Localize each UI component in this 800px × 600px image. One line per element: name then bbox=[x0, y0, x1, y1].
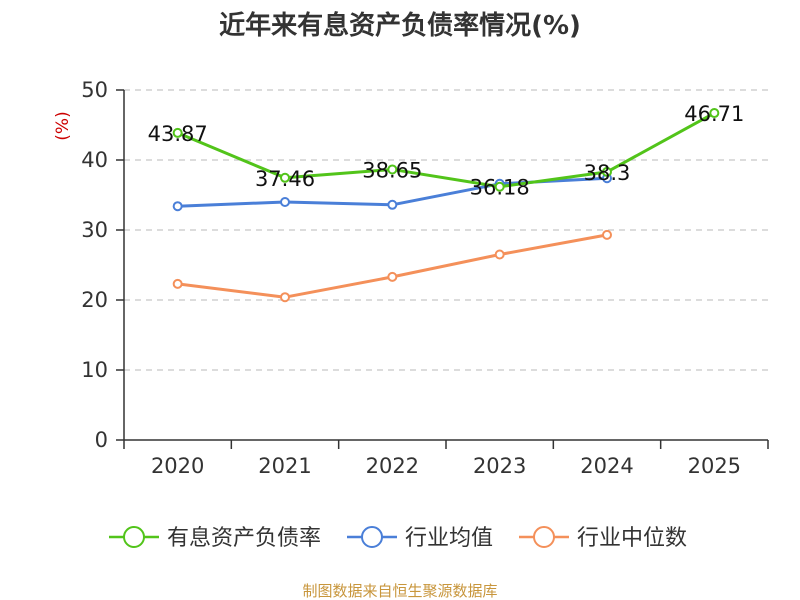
legend: 有息资产负债率 行业均值 行业中位数 bbox=[109, 526, 687, 551]
series-line bbox=[176, 233, 609, 299]
axes: 0 10 20 30 40 50 2020 2021 2022 2023 2024 2025 bbox=[81, 78, 769, 478]
legend-label: 有息资产负债率 bbox=[167, 526, 321, 551]
data-label: 36.18 bbox=[470, 176, 530, 200]
data-label: 46.71 bbox=[684, 102, 744, 126]
x-tick-label: 2025 bbox=[688, 454, 741, 478]
data-labels: 43.87 37.46 38.65 36.18 38.3 46.71 bbox=[148, 102, 745, 200]
x-tick-label: 2020 bbox=[151, 454, 204, 478]
data-point bbox=[280, 172, 290, 183]
x-tick-label: 2023 bbox=[473, 454, 526, 478]
legend-marker bbox=[361, 526, 383, 548]
y-tick-label: 50 bbox=[81, 78, 108, 102]
data-label: 38.65 bbox=[362, 158, 422, 182]
y-tick-label: 20 bbox=[81, 288, 108, 312]
y-tick-label: 0 bbox=[95, 428, 108, 452]
source-note: 制图数据来自恒生聚源数据库 bbox=[302, 582, 497, 600]
data-point bbox=[387, 271, 398, 282]
x-tick-label: 2022 bbox=[366, 454, 419, 478]
data-label: 38.3 bbox=[584, 161, 631, 185]
data-point bbox=[494, 249, 505, 260]
legend-label: 行业均值 bbox=[405, 526, 493, 551]
x-tick-label: 2021 bbox=[258, 454, 311, 478]
legend-label: 行业中位数 bbox=[577, 526, 687, 551]
data-point bbox=[172, 201, 183, 212]
legend-item: 有息资产负债率 bbox=[109, 526, 321, 551]
y-axis-label: (%) bbox=[53, 111, 73, 140]
data-label: 37.46 bbox=[255, 167, 315, 191]
data-point bbox=[387, 164, 398, 175]
legend-item: 行业均值 bbox=[347, 526, 493, 551]
data-point bbox=[709, 108, 720, 119]
data-point bbox=[494, 181, 505, 192]
data-point bbox=[602, 166, 612, 177]
data-point bbox=[280, 292, 290, 303]
legend-marker bbox=[533, 526, 555, 548]
data-point bbox=[387, 199, 398, 210]
data-label: 43.87 bbox=[148, 122, 208, 146]
y-tick-label: 40 bbox=[81, 148, 108, 172]
data-point bbox=[172, 278, 183, 289]
x-tick-label: 2024 bbox=[580, 454, 633, 478]
grid-lines bbox=[124, 89, 768, 371]
legend-item: 行业中位数 bbox=[519, 526, 687, 551]
y-tick-label: 30 bbox=[81, 218, 108, 242]
legend-marker bbox=[123, 526, 145, 548]
series-line bbox=[176, 111, 716, 189]
chart-title: 近年来有息资产负债率情况(%) bbox=[219, 10, 581, 41]
data-point bbox=[602, 229, 612, 240]
data-point bbox=[172, 127, 183, 138]
data-point bbox=[280, 197, 290, 207]
y-tick-label: 10 bbox=[81, 358, 108, 382]
series-layer bbox=[172, 108, 720, 303]
